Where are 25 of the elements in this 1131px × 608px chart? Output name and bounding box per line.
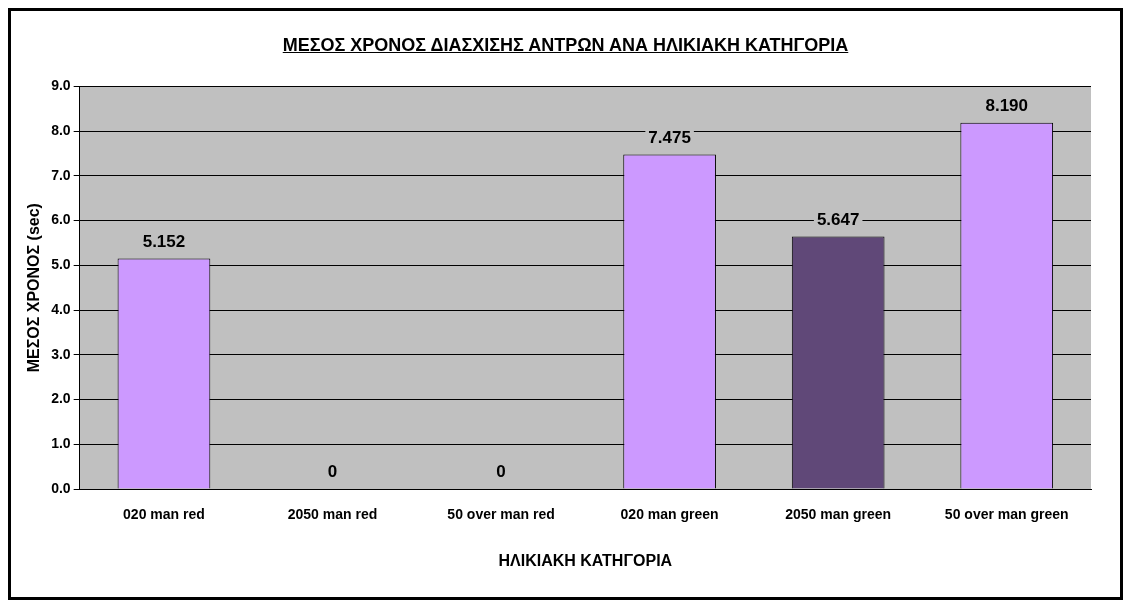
x-axis-title: ΗΛΙΚΙΑΚΗ ΚΑΤΗΓΟΡΙΑ [498, 551, 673, 569]
x-tick-label: 50 over man red [447, 506, 555, 523]
data-label: 5.152 [142, 231, 186, 251]
y-tick-label: 2.0 [51, 390, 71, 407]
y-tick-label: 3.0 [51, 345, 71, 362]
x-tick-label: 020 man red [123, 506, 205, 523]
x-tick-label: 2050 man green [785, 506, 892, 523]
y-tick-label: 1.0 [51, 435, 71, 452]
y-axis-title: ΜΕΣΟΣ ΧΡΟΝΟΣ (sec) [25, 203, 43, 373]
y-tick-label: 5.0 [51, 256, 71, 273]
x-tick-label: 2050 man red [287, 506, 378, 523]
data-label: 5.647 [816, 209, 860, 229]
data-label: 0 [327, 462, 338, 482]
y-tick-label: 7.0 [51, 166, 71, 183]
data-label: 7.475 [648, 127, 691, 147]
y-tick-label: 0.0 [51, 479, 71, 496]
x-tick-label: 020 man green [620, 506, 719, 523]
data-label: 0 [496, 462, 506, 482]
y-tick-label: 6.0 [51, 211, 71, 228]
y-tick-label: 4.0 [51, 300, 71, 317]
data-label: 8.190 [985, 95, 1028, 115]
y-tick-label: 8.0 [51, 121, 71, 138]
chart-title: ΜΕΣΟΣ ΧΡΟΝΟΣ ΔΙΑΣΧΙΣΗΣ ΑΝΤΡΩΝ ΑΝΑ ΗΛΙΚΙΑΚΗ ΚΑΤΗΓΟΡΙΑ [281, 35, 850, 57]
y-tick-label: 9.0 [51, 77, 71, 94]
x-tick-label: 50 over man green [944, 506, 1069, 523]
